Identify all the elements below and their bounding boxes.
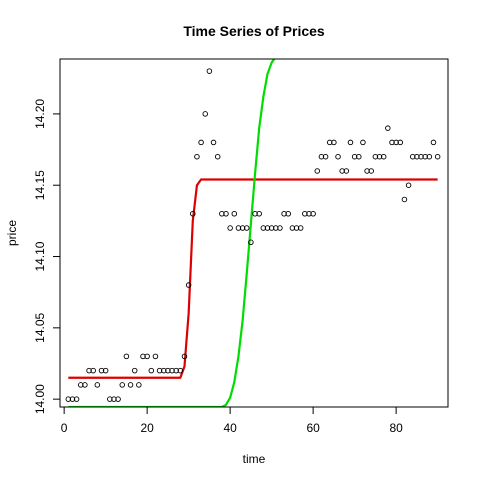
- x-tick-label: 40: [223, 421, 237, 435]
- y-tick-label: 14.15: [33, 170, 47, 200]
- data-point: [82, 382, 88, 388]
- data-point: [322, 153, 329, 160]
- x-axis-label: time: [243, 452, 266, 466]
- data-point: [277, 225, 283, 231]
- data-point: [173, 367, 179, 374]
- data-point: [144, 353, 150, 360]
- x-tick-label: 80: [389, 421, 403, 435]
- data-point: [73, 396, 80, 402]
- y-axis-label: price: [5, 220, 19, 246]
- data-point: [360, 139, 366, 146]
- data-point: [107, 396, 113, 402]
- data-point: [310, 210, 316, 217]
- y-axis: 14.00 14.05 14.10 14.15 14.20: [33, 99, 61, 414]
- series-line-1: [68, 178, 438, 379]
- data-point: [426, 153, 433, 160]
- data-point: [380, 153, 387, 160]
- data-point: [160, 367, 167, 374]
- data-point: [123, 353, 130, 360]
- data-point: [430, 139, 437, 146]
- data-point: [127, 382, 134, 388]
- x-tick-label: 0: [61, 421, 68, 435]
- data-point: [393, 139, 399, 146]
- data-point: [90, 367, 96, 374]
- data-point: [293, 225, 300, 231]
- data-point: [318, 153, 325, 160]
- data-point: [351, 153, 358, 160]
- data-point: [372, 153, 379, 160]
- data-point: [405, 182, 412, 188]
- data-point: [389, 139, 395, 146]
- data-point: [401, 196, 408, 203]
- series-line-2: [68, 59, 276, 407]
- data-point: [422, 153, 428, 160]
- x-tick-label: 60: [306, 421, 320, 435]
- data-point: [368, 168, 374, 174]
- data-point: [140, 353, 146, 360]
- data-point: [356, 153, 362, 160]
- y-tick-label: 14.05: [33, 313, 47, 343]
- data-point: [260, 225, 267, 231]
- data-point: [115, 396, 121, 402]
- data-point: [314, 168, 321, 174]
- data-point: [185, 282, 192, 288]
- data-point: [297, 225, 304, 231]
- data-point: [409, 153, 416, 160]
- data-point: [198, 139, 204, 146]
- plot-frame: [59, 58, 449, 408]
- y-tick-label: 14.00: [33, 384, 47, 414]
- data-point: [343, 168, 350, 174]
- data-point: [414, 153, 420, 160]
- data-point: [190, 210, 196, 217]
- data-point: [136, 382, 142, 388]
- chart-title: Time Series of Prices: [183, 23, 325, 39]
- data-point: [131, 367, 138, 374]
- data-point: [243, 225, 250, 231]
- data-point: [397, 139, 404, 146]
- data-point: [418, 153, 424, 160]
- data-point: [335, 153, 341, 160]
- data-point: [177, 367, 184, 374]
- data-point: [268, 225, 275, 231]
- data-point: [119, 382, 125, 388]
- data-point: [273, 225, 279, 231]
- data-point: [223, 210, 229, 217]
- data-point: [181, 353, 188, 360]
- data-point: [256, 210, 262, 217]
- data-point: [152, 353, 159, 360]
- data-point: [285, 210, 291, 217]
- data-point: [347, 139, 354, 146]
- data-point: [210, 139, 217, 146]
- data-point: [65, 396, 72, 402]
- data-point: [289, 225, 296, 231]
- data-point: [385, 125, 391, 131]
- x-axis: 0 20 40 60 80: [61, 406, 403, 435]
- data-point: [165, 367, 171, 374]
- data-point: [206, 68, 213, 74]
- data-point: [281, 210, 287, 217]
- data-point: [326, 139, 333, 146]
- data-point: [86, 367, 92, 374]
- data-point: [248, 239, 254, 246]
- data-point: [202, 111, 208, 117]
- data-point: [306, 210, 312, 217]
- plot-area: [65, 59, 441, 407]
- data-point: [148, 367, 155, 374]
- data-point: [339, 168, 345, 174]
- y-tick-label: 14.20: [33, 99, 47, 129]
- data-point: [331, 139, 337, 146]
- x-tick-label: 20: [140, 421, 154, 435]
- data-point: [376, 153, 383, 160]
- y-tick-label: 14.10: [33, 241, 47, 271]
- data-point: [214, 153, 221, 160]
- data-point: [235, 225, 242, 231]
- data-point: [434, 153, 441, 160]
- data-point: [94, 382, 101, 388]
- data-point: [227, 225, 233, 231]
- data-point: [194, 153, 200, 160]
- data-point: [102, 367, 109, 374]
- data-point: [231, 210, 238, 217]
